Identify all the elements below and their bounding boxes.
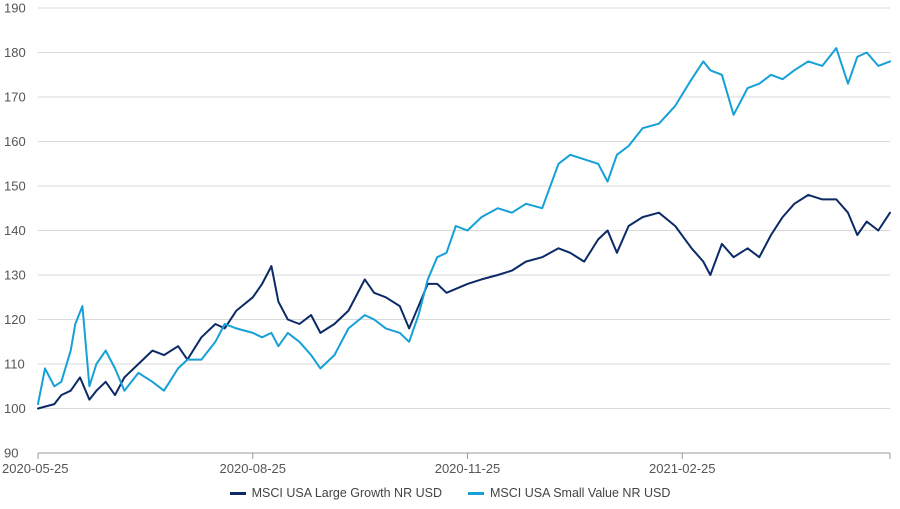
y-tick-label: 110 [4,357,25,372]
y-tick-label: 120 [4,312,26,327]
series-line-large-growth [37,193,891,410]
series-line-small-value [37,47,891,406]
legend: MSCI USA Large Growth NR USD MSCI USA Sm… [0,486,900,500]
legend-swatch-large-growth [229,491,246,495]
gridlines [38,7,890,409]
x-tick-label: 2020-05-25 [2,461,69,476]
legend-label-small-value: MSCI USA Small Value NR USD [489,486,671,500]
legend-swatch-small-value [467,491,484,495]
x-tick-label: 2021-02-25 [649,461,716,476]
x-axis [37,452,891,459]
y-tick-label: 190 [4,1,26,16]
series-lines [37,47,891,410]
legend-item-large-growth: MSCI USA Large Growth NR USD [229,486,442,500]
y-tick-label: 100 [4,401,26,416]
legend-item-small-value: MSCI USA Small Value NR USD [467,486,671,500]
y-tick-label: 90 [4,446,18,461]
y-tick-label: 180 [4,45,26,60]
y-tick-label: 170 [4,90,26,105]
x-axis-tick-labels: 2020-05-25 2020-08-25 2020-11-25 2021-02-25 [2,461,716,476]
line-chart: 90 100 110 120 130 140 150 160 170 180 190 2020-05… [2,1,891,476]
y-tick-label: 150 [4,179,26,194]
legend-label-large-growth: MSCI USA Large Growth NR USD [251,486,442,500]
x-tick-label: 2020-08-25 [220,461,287,476]
y-tick-label: 130 [4,268,26,283]
y-axis-tick-labels: 90 100 110 120 130 140 150 160 170 180 190 [4,1,26,461]
y-tick-label: 140 [4,223,26,238]
x-tick-label: 2020-11-25 [435,461,501,476]
y-tick-label: 160 [4,134,26,149]
